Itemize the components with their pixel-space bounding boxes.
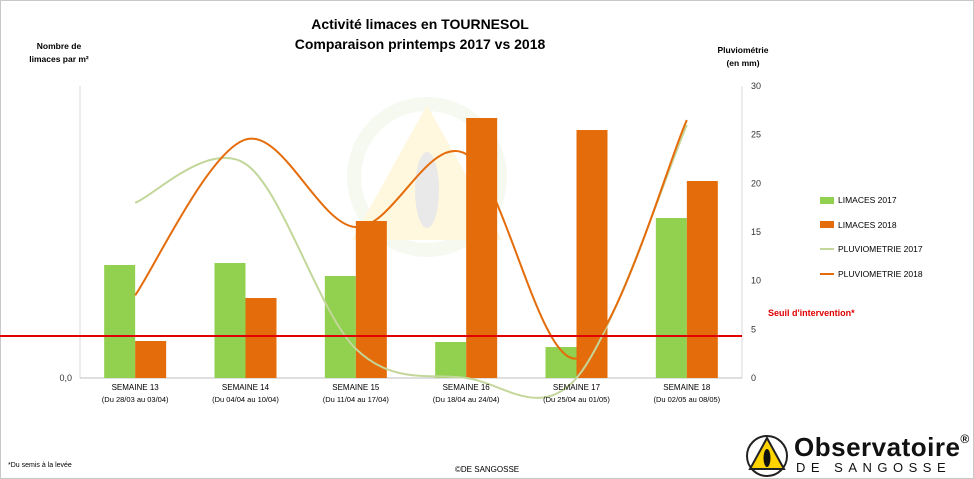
- slug-warning-icon: [746, 435, 788, 477]
- bar-limaces-2018: [135, 341, 167, 378]
- legend: LIMACES 2017 LIMACES 2018 PLUVIOMETRIE 2…: [820, 188, 923, 286]
- y-right-tick-label: 10: [751, 276, 761, 286]
- y-right-tick-label: 30: [751, 81, 761, 91]
- bar-limaces-2018: [355, 221, 387, 378]
- y-right-tick-label: 5: [751, 324, 756, 334]
- legend-label: PLUVIOMETRIE 2018: [838, 268, 923, 279]
- bar-limaces-2018: [686, 181, 718, 378]
- y-right-axis-label: Pluviométrie (en mm): [708, 44, 778, 70]
- y-right-tick-label: 15: [751, 227, 761, 237]
- bar-limaces-2017: [214, 263, 246, 378]
- x-tick-label: SEMAINE 17: [553, 383, 601, 392]
- y-left-label-line1: Nombre de: [36, 41, 82, 51]
- y-left-tick-label: 0,0: [59, 373, 72, 383]
- copyright: ©DE SANGOSSE: [455, 465, 520, 474]
- logo-registered: ®: [960, 432, 970, 446]
- chart-subtitle: Comparaison printemps 2017 vs 2018: [294, 36, 546, 52]
- x-tick-sublabel: (Du 25/04 au 01/05): [543, 395, 610, 404]
- chart-title-block: Activité limaces en TOURNESOL Comparaiso…: [220, 14, 620, 54]
- legend-label: PLUVIOMETRIE 2017: [838, 244, 923, 255]
- y-right-tick-label: 25: [751, 130, 761, 140]
- logo-title: Observatoire®: [794, 432, 970, 463]
- logo-subtitle: DE SANGOSSE: [796, 460, 952, 475]
- legend-item-limaces-2017: LIMACES 2017: [820, 188, 923, 213]
- legend-item-pluvio-2018: PLUVIOMETRIE 2018: [820, 262, 923, 287]
- x-tick-sublabel: (Du 18/04 au 24/04): [433, 395, 500, 404]
- bar-limaces-2017: [435, 342, 467, 378]
- footnote: *Du semis à la levée: [8, 462, 72, 469]
- x-tick-label: SEMAINE 15: [332, 383, 380, 392]
- y-right-tick-label: 0: [751, 373, 756, 383]
- legend-item-limaces-2018: LIMACES 2018: [820, 213, 923, 238]
- x-tick-label: SEMAINE 13: [112, 383, 160, 392]
- x-tick-label: SEMAINE 14: [222, 383, 270, 392]
- legend-label: LIMACES 2018: [838, 219, 897, 230]
- y-right-tick-label: 20: [751, 178, 761, 188]
- bar-limaces-2017: [324, 276, 356, 378]
- bar-limaces-2017: [104, 265, 136, 378]
- threshold-label: Seuil d'intervention*: [768, 308, 855, 318]
- bar-limaces-2018: [466, 118, 498, 378]
- x-tick-label: SEMAINE 18: [663, 383, 711, 392]
- x-tick-sublabel: (Du 11/04 au 17/04): [323, 395, 390, 404]
- legend-label: LIMACES 2017: [838, 195, 897, 206]
- legend-swatch: [820, 196, 834, 204]
- chart-title: Activité limaces en TOURNESOL: [311, 16, 529, 32]
- bar-limaces-2018: [245, 298, 277, 378]
- x-tick-sublabel: (Du 02/05 au 08/05): [653, 395, 720, 404]
- x-tick-sublabel: (Du 28/03 au 03/04): [102, 395, 169, 404]
- x-tick-sublabel: (Du 04/04 au 10/04): [212, 395, 279, 404]
- y-right-label-line1: Pluviométrie: [717, 45, 769, 55]
- bar-limaces-2017: [655, 218, 687, 378]
- y-left-axis-label: Nombre de limaces par m²: [24, 40, 94, 66]
- line-pluviometrie-2018: [134, 119, 688, 360]
- bar-limaces-2017: [545, 347, 577, 378]
- bar-limaces-2018: [576, 130, 608, 378]
- y-right-label-line2: (en mm): [726, 58, 760, 68]
- observatoire-logo: Observatoire® DE SANGOSSE: [742, 432, 972, 477]
- legend-swatch: [820, 272, 834, 275]
- legend-swatch: [820, 248, 834, 251]
- x-tick-label: SEMAINE 16: [443, 383, 491, 392]
- logo-title-text: Observatoire: [794, 432, 961, 462]
- legend-item-pluvio-2017: PLUVIOMETRIE 2017: [820, 237, 923, 262]
- y-left-label-line2: limaces par m²: [29, 54, 89, 64]
- legend-swatch: [820, 221, 834, 229]
